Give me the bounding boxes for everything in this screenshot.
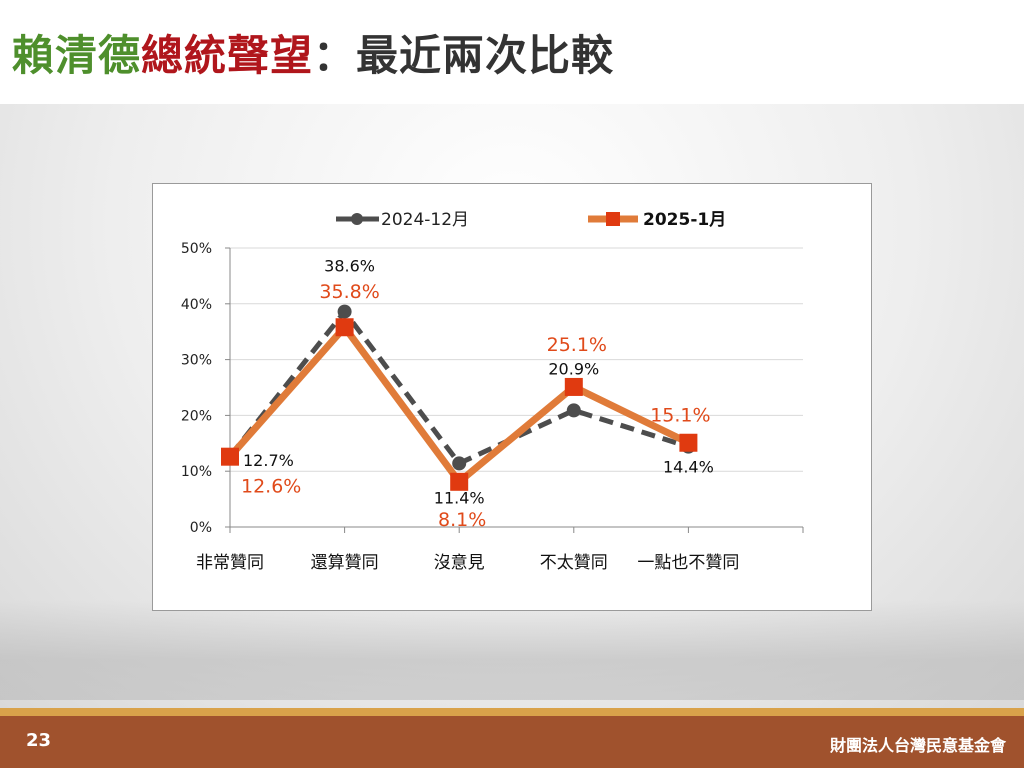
- data-label-2025-1: 35.8%: [319, 281, 379, 303]
- series-point-2024-12: [452, 456, 467, 471]
- slide-title: 賴清德總統聲望：最近兩次比較: [12, 22, 614, 83]
- data-label-2024-12: 20.9%: [548, 359, 599, 378]
- x-tick-label: 沒意見: [434, 553, 485, 573]
- y-tick-label: 30%: [181, 353, 212, 369]
- y-tick-label: 10%: [181, 464, 212, 480]
- series-point-2025-1: [450, 472, 469, 491]
- legend-marker-2025-1: [606, 212, 620, 226]
- legend-label-2025-1: 2025-1月: [643, 210, 726, 230]
- x-tick-label: 不太贊同: [540, 553, 608, 573]
- title-name: 賴清德: [12, 31, 142, 80]
- legend-marker-2024-12: [351, 213, 363, 225]
- series-point-2024-12: [337, 304, 352, 319]
- title-bar: 賴清德總統聲望：最近兩次比較: [0, 0, 1024, 104]
- crowd-silhouette-decoration: [0, 600, 1024, 700]
- line-chart: 0% 10% 20% 30% 40% 50% 非常贊同 還算贊同 沒意見 不太贊同 一點也不贊同 12…: [181, 210, 804, 573]
- y-tick-label: 20%: [181, 408, 212, 424]
- y-tick-label: 0%: [190, 520, 212, 536]
- title-suffix: ：最近兩次比較: [313, 31, 615, 80]
- data-label-2024-12: 12.7%: [243, 451, 294, 470]
- chart-container: 0% 10% 20% 30% 40% 50% 非常贊同 還算贊同 沒意見 不太贊同 一點也不贊同 12…: [152, 183, 872, 611]
- x-tick-label: 一點也不贊同: [637, 553, 739, 573]
- page-number: 23: [26, 730, 52, 751]
- data-label-2025-1: 15.1%: [650, 405, 710, 427]
- footer-stripe: [0, 708, 1024, 716]
- data-label-2024-12: 14.4%: [663, 458, 714, 477]
- data-label-2024-12: 38.6%: [324, 257, 375, 276]
- x-tick-label: 還算贊同: [311, 553, 379, 573]
- series-point-2024-12: [566, 403, 581, 418]
- data-label-2025-1: 8.1%: [438, 509, 486, 531]
- title-subject: 總統聲望: [141, 31, 314, 80]
- legend-label-2024-12: 2024-12月: [381, 210, 469, 230]
- series-line-2024-12: [228, 309, 690, 466]
- series-point-2025-1: [335, 318, 354, 337]
- data-label-2025-1: 25.1%: [547, 334, 607, 356]
- series-point-2025-1: [679, 433, 698, 452]
- y-tick-label: 50%: [181, 241, 212, 257]
- data-label-2025-1: 12.6%: [241, 476, 301, 498]
- organization-name: 財團法人台灣民意基金會: [829, 736, 1006, 755]
- x-tick-label: 非常贊同: [196, 553, 264, 573]
- y-tick-label: 40%: [181, 297, 212, 313]
- series-point-2025-1: [564, 377, 583, 396]
- footer-bar: 23 財團法人台灣民意基金會: [0, 716, 1024, 768]
- series-point-2025-1: [221, 447, 239, 466]
- data-label-2024-12: 11.4%: [434, 488, 485, 507]
